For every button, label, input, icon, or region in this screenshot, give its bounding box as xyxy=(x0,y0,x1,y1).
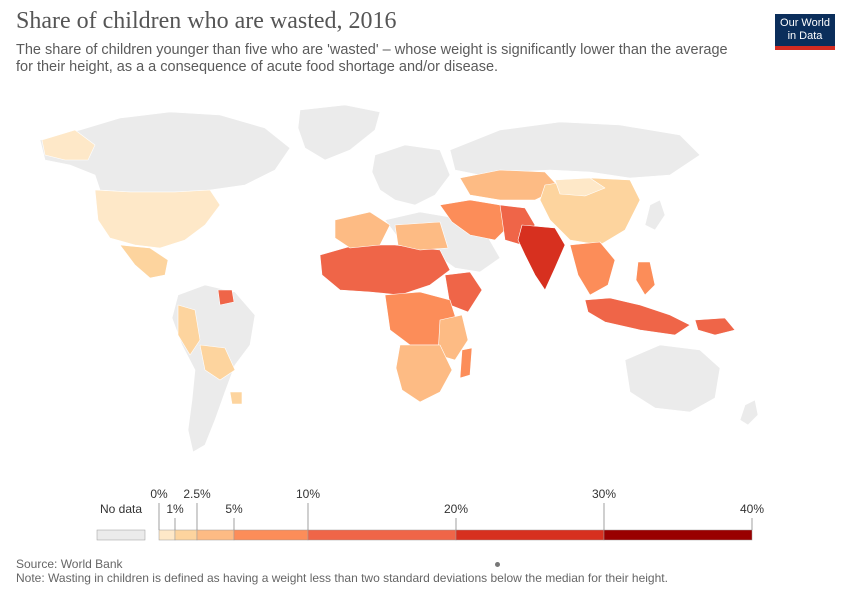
legend-tick-20: 20% xyxy=(444,502,468,516)
legend-tick-10: 10% xyxy=(296,487,320,501)
region-southeast-asia[interactable] xyxy=(569,241,616,296)
chart-subtitle: The share of children younger than five … xyxy=(16,42,728,75)
region-north-africa-west[interactable] xyxy=(334,211,391,249)
region-png[interactable] xyxy=(694,317,736,336)
region-alaska[interactable] xyxy=(41,129,96,161)
chart-title: Share of children who are wasted, 2016 xyxy=(16,8,397,34)
region-sahel-west-africa[interactable] xyxy=(319,244,451,296)
legend-bin-1-2-5[interactable] xyxy=(174,529,198,541)
legend-tick-0: 0% xyxy=(150,487,168,501)
region-middle-east[interactable] xyxy=(439,199,511,241)
logo-line-2: in Data xyxy=(787,30,823,42)
legend-bin-20-30[interactable] xyxy=(455,529,605,541)
legend-tick-40: 40% xyxy=(740,502,764,516)
source-text: Source: World Bank xyxy=(16,557,123,571)
region-usa[interactable] xyxy=(94,189,221,249)
region-southern-africa[interactable] xyxy=(395,344,453,403)
note-text: Note: Wasting in children is defined as … xyxy=(16,571,668,585)
legend-tick-2-5: 2.5% xyxy=(183,487,211,501)
region-russia[interactable] xyxy=(449,121,701,179)
region-uruguay[interactable] xyxy=(229,391,243,405)
region-egypt-libya[interactable] xyxy=(394,221,449,251)
world-map xyxy=(39,104,759,453)
legend: No data 0% 1% 2.5% 5% 10% 20% 30% 40% xyxy=(96,487,764,541)
region-mexico[interactable] xyxy=(119,244,169,279)
legend-bin-10-20[interactable] xyxy=(307,529,457,541)
region-nz[interactable] xyxy=(739,399,759,426)
legend-bin-2-5-5[interactable] xyxy=(196,529,235,541)
legend-tick-1: 1% xyxy=(166,502,184,516)
region-greenland[interactable] xyxy=(297,104,381,161)
footer: Source: World Bank Note: Wasting in chil… xyxy=(16,557,668,585)
region-philippines[interactable] xyxy=(635,261,656,296)
legend-bin-0-1[interactable] xyxy=(158,529,176,541)
timeline-handle[interactable] xyxy=(495,562,500,567)
region-mongolia[interactable] xyxy=(554,177,606,197)
owid-logo[interactable]: Our World in Data xyxy=(775,14,835,50)
region-australia[interactable] xyxy=(624,344,721,413)
region-europe[interactable] xyxy=(371,144,451,206)
legend-bin-5-10[interactable] xyxy=(233,529,309,541)
legend-no-data-label: No data xyxy=(100,502,142,516)
legend-scale xyxy=(158,529,753,541)
region-madagascar[interactable] xyxy=(459,347,473,379)
region-china[interactable] xyxy=(539,177,641,246)
legend-bin-30-40[interactable] xyxy=(603,529,753,541)
region-bolivia-paraguay[interactable] xyxy=(199,344,236,381)
legend-tick-30: 30% xyxy=(592,487,616,501)
region-guyana[interactable] xyxy=(217,289,235,306)
legend-no-data-swatch[interactable] xyxy=(96,529,146,541)
region-india[interactable] xyxy=(517,224,566,291)
region-japan[interactable] xyxy=(644,199,666,231)
logo-line-1: Our World xyxy=(780,17,830,29)
region-indonesia[interactable] xyxy=(584,297,691,336)
region-canada[interactable] xyxy=(39,111,291,193)
legend-tick-5: 5% xyxy=(225,502,243,516)
region-andean[interactable] xyxy=(177,304,201,356)
